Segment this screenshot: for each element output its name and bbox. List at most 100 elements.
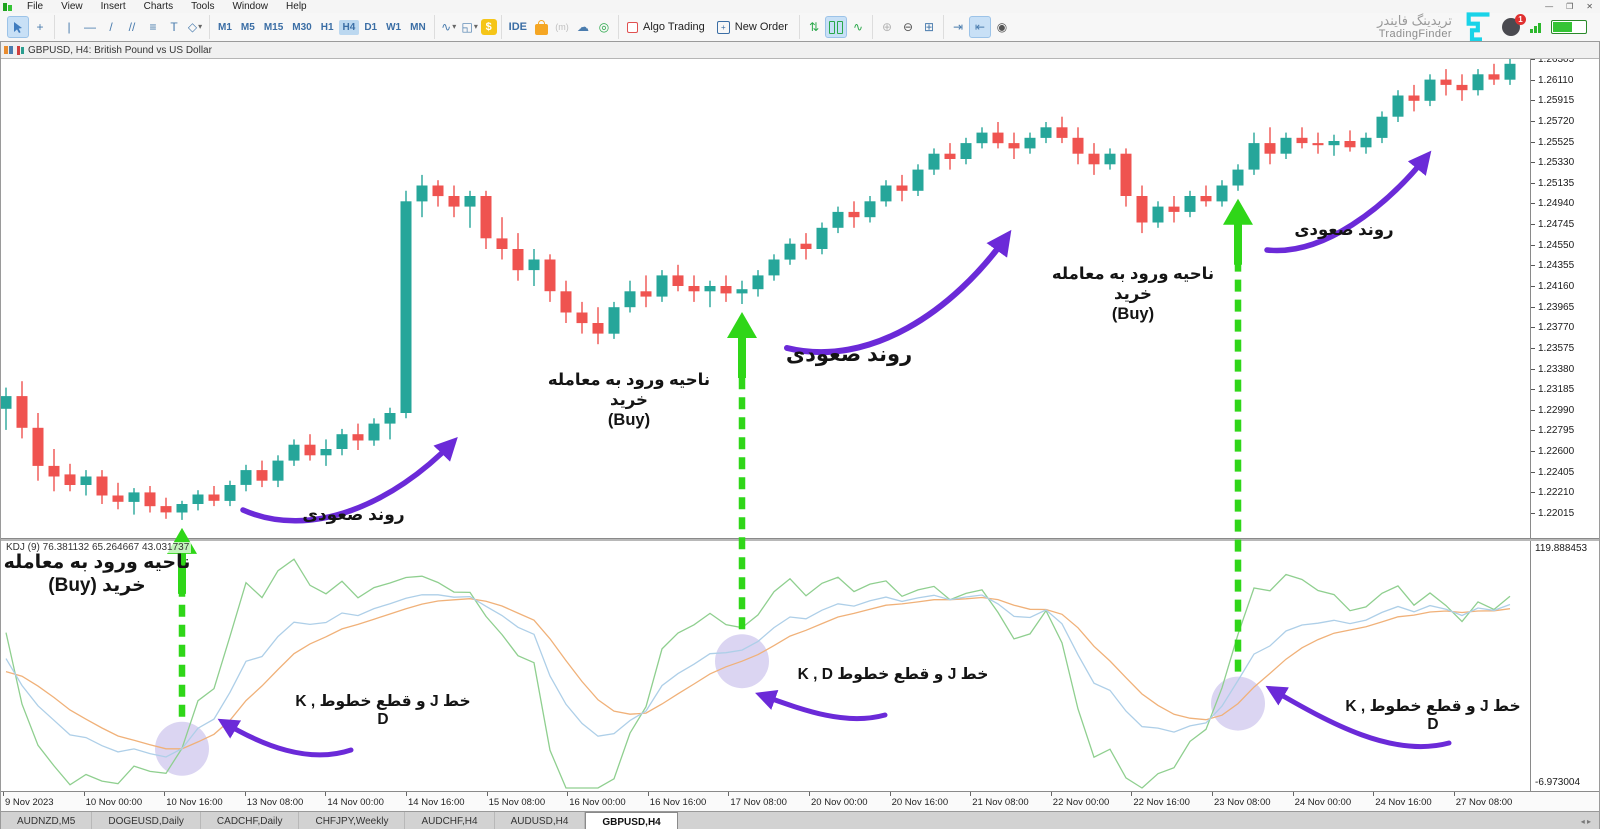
close-button[interactable]: ✕ xyxy=(1586,2,1593,11)
time-axis-label: 21 Nov 08:00 xyxy=(972,797,1029,808)
price-axis-label: 1.22990 xyxy=(1538,404,1575,416)
price-axis-label: 1.22210 xyxy=(1538,487,1575,499)
timeframe-m1[interactable]: M1 xyxy=(218,21,232,33)
text-tool-button[interactable]: T xyxy=(170,20,178,34)
algo-trading-icon xyxy=(627,21,639,33)
menu-bar: File View Insert Charts Tools Window Help — ❐ … xyxy=(0,0,1600,13)
price-axis[interactable]: 119.888453 -6.973004 1.26305 1.26110 1.259… xyxy=(1530,42,1599,791)
price-axis-label: 1.24355 xyxy=(1538,260,1575,272)
price-axis-tick xyxy=(1531,451,1535,453)
price-axis-tick xyxy=(1531,79,1535,81)
main-toolbar: + | — / // ≡ T ◇ ▾ M1 M5 M15 M30 H1 H4 D1 W1 MN ∿… xyxy=(0,12,1600,42)
chart-type-button[interactable]: ∿ ▾ xyxy=(439,17,459,37)
time-axis-tick xyxy=(3,792,4,796)
web-services-button[interactable]: ◎ xyxy=(598,20,610,34)
crosshair-tool-button[interactable]: + xyxy=(36,20,44,34)
time-axis-tick xyxy=(1292,792,1294,796)
new-order-button[interactable]: + New Order xyxy=(713,19,795,36)
menu-item-tools[interactable]: Tools xyxy=(191,1,215,12)
fibonacci-tool-button[interactable]: ≡ xyxy=(149,20,157,34)
market-button[interactable] xyxy=(531,17,551,37)
price-axis-tick xyxy=(1531,141,1535,143)
algo-trading-button[interactable]: Algo Trading xyxy=(623,19,712,35)
timeframe-mn[interactable]: MN xyxy=(410,21,426,33)
uptrend-label-1: روند صعودی xyxy=(302,505,405,524)
horizontal-line-tool-button[interactable]: — xyxy=(84,20,96,34)
timeframe-m5[interactable]: M5 xyxy=(240,21,255,33)
shapes-tool-button[interactable]: ◇ ▾ xyxy=(185,17,205,37)
price-axis-tick xyxy=(1531,306,1535,308)
timeframe-m30[interactable]: M30 xyxy=(292,21,312,33)
chart-tab-audnzd[interactable]: AUDNZD,M5 xyxy=(1,812,93,829)
candle-mode-button[interactable] xyxy=(824,16,847,38)
menu-item-insert[interactable]: Insert xyxy=(100,1,126,12)
chart-tab-dogeusd[interactable]: DOGEUSD,Daily xyxy=(92,812,201,829)
zoom-in-button[interactable]: ⊕ xyxy=(881,20,892,34)
time-axis-tick xyxy=(325,792,327,796)
auto-scroll-button[interactable]: ⇤ xyxy=(968,16,991,38)
mql-community-button[interactable]: (m) xyxy=(555,21,569,32)
shopping-bag-icon xyxy=(534,19,548,35)
zoom-out-button[interactable]: ⊖ xyxy=(902,20,913,34)
tab-scroll-buttons[interactable]: ◂ ▸ xyxy=(1580,817,1591,826)
time-axis-label: 16 Nov 16:00 xyxy=(649,797,707,808)
timeframe-h1[interactable]: H1 xyxy=(320,21,334,33)
grid-button[interactable]: ⊞ xyxy=(923,20,934,34)
trendline-tool-button[interactable]: / xyxy=(109,20,113,34)
restore-button[interactable]: ❐ xyxy=(1566,2,1574,11)
vertical-line-tool-button[interactable]: | xyxy=(67,20,71,34)
chart-tab-chfjpy[interactable]: CHFJPY,Weekly xyxy=(299,812,406,829)
pane-splitter[interactable] xyxy=(1,538,1599,541)
kdj-indicator-chart[interactable] xyxy=(1,540,1531,791)
indicator-window-button[interactable]: ◱ ▾ xyxy=(460,17,480,37)
chart-title-bar[interactable]: GBPUSD, H4: British Pound vs US Dollar xyxy=(1,42,1599,59)
chart-tab-audchf[interactable]: AUDCHF,H4 xyxy=(405,812,495,829)
chart-shift-button[interactable]: ⇥ xyxy=(952,20,963,34)
menu-item-file[interactable]: File xyxy=(27,1,44,12)
timeframe-group: M1 M5 M15 M30 H1 H4 D1 W1 MN xyxy=(210,15,435,39)
price-axis-label: 1.25720 xyxy=(1538,115,1575,127)
price-candlestick-chart[interactable] xyxy=(1,42,1531,538)
price-axis-label: 1.23185 xyxy=(1538,384,1575,396)
price-axis-tick xyxy=(1531,224,1535,226)
menu-item-help[interactable]: Help xyxy=(286,1,307,12)
price-axis-tick xyxy=(1531,471,1535,473)
chart-tab-cadchf[interactable]: CADCHF,Daily xyxy=(201,812,300,829)
timeframe-h4[interactable]: H4 xyxy=(338,19,360,35)
menu-item-charts[interactable]: Charts xyxy=(143,1,174,12)
tick-chart-button[interactable]: ⇅ xyxy=(808,20,819,34)
time-axis-label: 20 Nov 00:00 xyxy=(811,797,868,808)
price-axis-tick xyxy=(1531,182,1535,184)
deposit-dollar-button[interactable]: $ xyxy=(480,19,497,35)
chart-tab-audusd[interactable]: AUDUSD,H4 xyxy=(495,812,586,829)
chart-tab-gbpusd[interactable]: GBPUSD,H4 xyxy=(585,812,678,829)
price-axis-tick xyxy=(1531,327,1535,329)
time-axis-label: 10 Nov 16:00 xyxy=(166,797,223,808)
menu-item-window[interactable]: Window xyxy=(232,1,269,12)
notification-bell-icon[interactable]: 1 xyxy=(1502,14,1526,36)
time-axis-label: 10 Nov 00:00 xyxy=(85,797,143,808)
timeframe-d1[interactable]: D1 xyxy=(364,21,378,33)
minimize-button[interactable]: — xyxy=(1545,2,1554,11)
timeframe-m15[interactable]: M15 xyxy=(263,21,284,33)
ide-button[interactable]: IDE xyxy=(508,21,528,33)
cloud-button[interactable]: ☁ xyxy=(577,20,590,34)
menu-item-view[interactable]: View xyxy=(61,1,83,12)
indicator-window-icon: ◱ xyxy=(461,20,473,34)
time-axis-label: 14 Nov 00:00 xyxy=(327,797,384,808)
time-axis[interactable]: 9 Nov 2023 10 Nov 00:00 10 Nov 16:00 13 Nov… xyxy=(1,791,1599,812)
price-axis-label: 1.24550 xyxy=(1538,239,1575,251)
price-axis-label: 1.26305 xyxy=(1538,54,1575,65)
cursor-tool-button[interactable] xyxy=(7,16,29,38)
screenshot-camera-button[interactable]: ◉ xyxy=(996,20,1008,34)
channel-tool-button[interactable]: // xyxy=(128,20,136,34)
time-axis-label: 16 Nov 00:00 xyxy=(569,797,626,808)
dropdown-caret-icon: ▾ xyxy=(473,22,478,31)
time-axis-label: 22 Nov 00:00 xyxy=(1052,797,1110,808)
chart-window: GBPUSD, H4: British Pound vs US Dollar K… xyxy=(0,41,1600,829)
price-axis-tick xyxy=(1531,285,1535,287)
kd-cross-label-1: خط J و قطع خطوط K , D xyxy=(295,693,471,728)
price-axis-label: 1.24745 xyxy=(1538,219,1575,231)
line-mode-button[interactable]: ∿ xyxy=(852,20,863,34)
timeframe-w1[interactable]: W1 xyxy=(386,21,402,33)
